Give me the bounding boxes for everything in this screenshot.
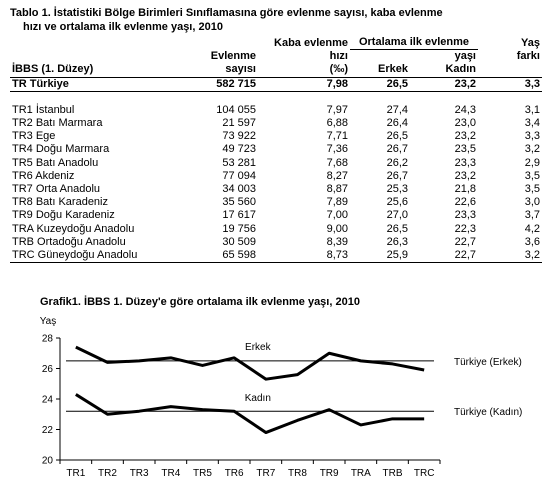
- x-tick-label: TR4: [161, 468, 180, 479]
- y-tick-label: 22: [42, 425, 54, 436]
- table-title-line2: hızı ve ortalama ilk evlenme yaşı, 2010: [23, 21, 223, 33]
- reference-line-label: Türkiye (Kadın): [454, 407, 522, 418]
- x-tick-label: TRB: [383, 468, 403, 479]
- table-header-row-1: Kaba evlenme Ortalama ilk evlenme Yaş: [10, 36, 542, 51]
- series-line: [75, 393, 425, 435]
- series-label: Erkek: [245, 342, 272, 353]
- x-tick-label: TR3: [130, 468, 149, 479]
- reference-line-label: Türkiye (Erkek): [454, 357, 522, 368]
- x-tick-label: TR5: [193, 468, 212, 479]
- header-avg-age: Ortalama ilk evlenme: [350, 36, 478, 51]
- x-tick-label: TR8: [288, 468, 307, 479]
- table-row: TR1 İstanbul 104 055 7,97 27,4 24,3 3,1: [12, 103, 540, 116]
- x-tick-label: TRC: [414, 468, 435, 479]
- y-tick-label: 28: [42, 334, 54, 345]
- table-header-row-2: Evlenme hızı yaşı farkı: [10, 50, 542, 64]
- header-female: Kadın: [410, 63, 478, 78]
- table-row: TR5 Batı Anadolu 53 281 7,68 26,2 23,3 2,9: [12, 156, 540, 169]
- table-row: TR7 Orta Anadolu 34 003 8,87 25,3 21,8 3,5: [12, 183, 540, 196]
- table-row-total: TR Türkiye 582 715 7,98 26,5 23,2 3,3: [10, 77, 542, 92]
- table-header-row-3: İBBS (1. Düzey) sayısı (‰) Erkek Kadın: [10, 63, 542, 78]
- y-tick-label: 20: [42, 456, 54, 467]
- table-row: TR6 Akdeniz 77 094 8,27 26,7 23,2 3,5: [12, 169, 540, 182]
- table-row: TR4 Doğu Marmara 49 723 7,36 26,7 23,5 3,2: [12, 143, 540, 156]
- x-tick-label: TR2: [98, 468, 117, 479]
- series-line: [75, 345, 425, 381]
- table-row: TR3 Ege 73 922 7,71 26,5 23,2 3,3: [12, 130, 540, 143]
- series-label: Kadın: [245, 393, 271, 404]
- y-tick-label: 26: [42, 364, 54, 375]
- table-row: TRA Kuzeydoğu Anadolu 19 756 9,00 26,5 22,3 4…: [12, 222, 540, 235]
- table-title: Tablo 1. İstatistiki Bölge Birimleri Sın…: [10, 6, 542, 34]
- marriage-statistics-table: Kaba evlenme Ortalama ilk evlenme Yaş Ev…: [10, 36, 542, 264]
- table-row: TR9 Doğu Karadeniz 17 617 7,00 27,0 23,3 3,7: [12, 209, 540, 222]
- table-row: TRB Ortadoğu Anadolu 30 509 8,39 26,3 22,7 3,…: [12, 235, 540, 248]
- x-tick-label: TRA: [351, 468, 371, 479]
- x-tick-label: TR7: [256, 468, 275, 479]
- x-tick-label: TR9: [320, 468, 339, 479]
- y-tick-label: 24: [42, 395, 54, 406]
- header-male: Erkek: [350, 63, 410, 78]
- table-row: TR2 Batı Marmara 21 597 6,88 26,4 23,0 3,4: [12, 117, 540, 130]
- x-tick-label: TR6: [225, 468, 244, 479]
- header-diff: Yaş: [521, 36, 540, 49]
- header-count: Evlenme: [210, 50, 256, 63]
- chart-title: Grafik1. İBBS 1. Düzey'e göre ortalama i…: [40, 296, 360, 308]
- table-row: TR8 Batı Karadeniz 35 560 7,89 25,6 22,6 3,0: [12, 196, 540, 209]
- header-region: İBBS (1. Düzey): [10, 63, 162, 78]
- y-axis-label: Yaş: [40, 316, 57, 327]
- header-rate: Kaba evlenme: [274, 36, 348, 49]
- table-title-line1: Tablo 1. İstatistiki Bölge Birimleri Sın…: [10, 7, 443, 19]
- x-tick-label: TR1: [66, 468, 85, 479]
- table-row: TRC Güneydoğu Anadolu 65 598 8,73 25,9 22,7 3…: [10, 249, 542, 264]
- age-line-chart: 20 22 24 26 28 Yaş TR1 TR2 TR3 TR4 TR5 TR6 TR7 TR8 TR9…: [40, 316, 523, 479]
